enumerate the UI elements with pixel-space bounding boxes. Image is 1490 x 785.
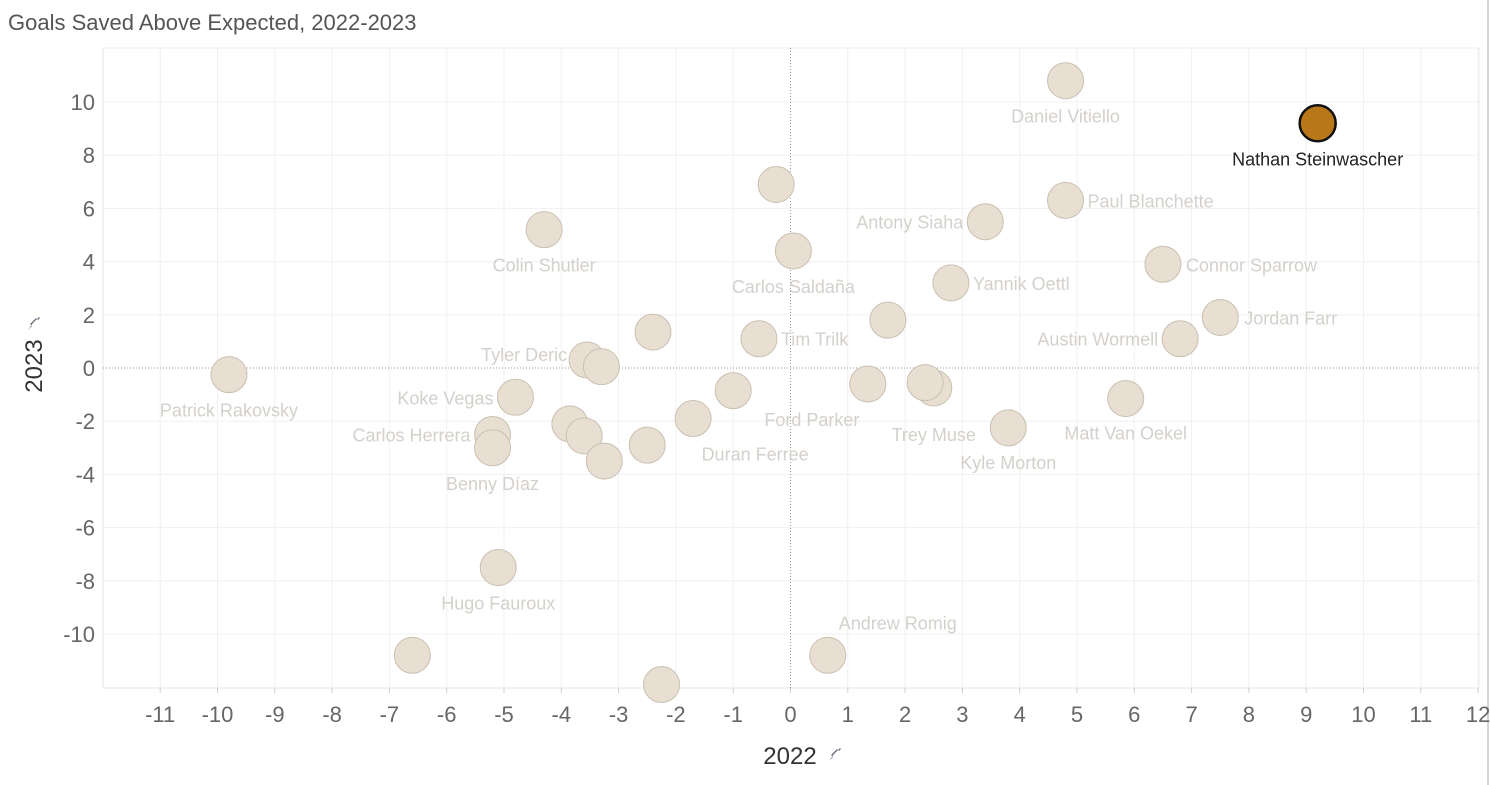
x-tick-label: -6 [437,702,457,727]
point-label-tim-trilk: Tim Trilk [781,330,849,350]
data-point-nathan-steinwascher[interactable] [1298,104,1337,143]
data-point-matt-van-oekel[interactable] [1107,380,1145,418]
data-point-p25[interactable] [869,301,907,339]
x-tick-label: 6 [1128,702,1140,727]
x-tick-label: 3 [956,702,968,727]
y-tick-label: 10 [71,90,95,115]
data-point-patrick-rakovsky[interactable] [210,356,248,394]
point-label-hugo-fauroux: Hugo Fauroux [441,594,555,614]
x-tick-label: -3 [609,702,629,727]
point-label-daniel-vitiello: Daniel Vitiello [1011,107,1120,127]
y-tick-label: -10 [63,622,95,647]
x-tick-label: 8 [1243,702,1255,727]
point-label-antony-siaha: Antony Siaha [856,213,964,233]
data-point-jordan-farr[interactable] [1201,298,1239,336]
data-point-connor-sparrow[interactable] [1144,245,1182,283]
data-point-paul-blanchette[interactable] [1047,181,1085,219]
point-label-connor-sparrow: Connor Sparrow [1186,255,1318,275]
x-tick-label: -9 [265,702,285,727]
point-label-trey-muse: Trey Muse [892,425,976,445]
y-tick-label: -2 [75,409,95,434]
point-label-matt-van-oekel: Matt Van Oekel [1064,424,1187,444]
y-tick-label: 4 [83,250,95,275]
y-tick-label: -6 [75,516,95,541]
point-label-paul-blanchette: Paul Blanchette [1088,191,1214,211]
point-label-kyle-morton: Kyle Morton [960,453,1056,473]
point-label-tyler-deric: Tyler Deric [481,345,567,365]
x-tick-label: -1 [723,702,743,727]
data-point-hugo-fauroux[interactable] [479,549,517,586]
point-label-yannik-oettl: Yannik Oettl [973,274,1070,294]
x-tick-label: 5 [1071,702,1083,727]
x-tick-label: 7 [1185,702,1197,727]
data-point-tim-trilk[interactable] [740,320,778,358]
point-label-andrew-romig: Andrew Romig [839,613,957,633]
point-label-patrick-rakovsky: Patrick Rakovsky [160,401,298,421]
x-tick-label: -8 [322,702,342,727]
x-tick-label: 9 [1300,702,1312,727]
data-point-kyle-morton[interactable] [989,409,1027,447]
x-tick-label: -2 [666,702,686,727]
point-labels: Daniel Vitiello Paul Blanchette Antony Sia… [160,107,1403,634]
data-point-p34[interactable] [393,636,431,674]
y-tick-label: 6 [83,196,95,221]
x-tick-label: -11 [145,702,175,727]
data-point-carlos-saldana[interactable] [774,232,812,270]
data-point-p35[interactable] [643,666,681,704]
x-tick-label: 2 [899,702,911,727]
point-label-koke-vegas: Koke Vegas [397,388,493,408]
point-label-nathan-steinwascher: Nathan Steinwascher [1232,149,1403,169]
data-point-p27[interactable] [582,348,620,386]
chart-title: Goals Saved Above Expected, 2022-2023 [8,10,417,35]
x-tick-label: -7 [380,702,400,727]
point-label-carlos-saldana: Carlos Saldaña [732,277,856,297]
data-point-p32[interactable] [628,426,666,464]
point-label-benny-diaz: Benny Díaz [446,474,539,494]
x-tick-label: 0 [784,702,796,727]
y-axis-pin-icon[interactable] [28,317,40,330]
data-point-p26[interactable] [634,313,672,351]
data-point-p28[interactable] [714,372,752,410]
y-tick-label: -4 [75,462,95,487]
tick-labels: -11 -10 -9 -8 -7 -6 -5 -4 -3 -2 -1 0 1 2 3 4 5 6 7 8 9 10 11 12… [63,90,1490,727]
data-point-p24[interactable] [757,165,795,203]
point-label-austin-wormell: Austin Wormell [1037,330,1158,350]
y-tick-label: 8 [83,143,95,168]
data-point-colin-shutler[interactable] [525,211,563,249]
point-label-jordan-farr: Jordan Farr [1244,308,1337,328]
axes [102,0,1489,785]
x-tick-label: -5 [494,702,514,727]
data-point-duran-ferree[interactable] [674,400,712,438]
data-points [210,62,1337,704]
data-point-austin-wormell[interactable] [1161,320,1199,358]
data-point-p29[interactable] [906,364,944,402]
data-point-yannik-oettl[interactable] [932,264,970,302]
x-tick-label: 1 [842,702,854,727]
point-label-ford-parker: Ford Parker [764,410,859,430]
y-tick-label: 0 [83,356,95,381]
data-point-daniel-vitiello[interactable] [1047,62,1085,100]
data-point-p33[interactable] [585,442,623,480]
data-point-p31[interactable] [565,417,603,455]
y-tick-label: -8 [75,569,95,594]
x-tick-label: 12 [1466,702,1490,727]
x-tick-label: 4 [1014,702,1026,727]
y-tick-label: 2 [83,303,95,328]
point-label-carlos-herrera: Carlos Herrera [353,426,472,446]
data-point-benny-diaz[interactable] [474,429,512,467]
x-tick-label: -4 [552,702,572,727]
data-point-antony-siaha[interactable] [966,203,1004,241]
data-point-koke-vegas[interactable] [496,378,534,416]
y-axis-title[interactable]: 2023 [21,339,48,392]
data-point-ford-parker[interactable] [849,365,887,403]
x-axis-pin-icon[interactable] [829,748,841,761]
point-label-colin-shutler: Colin Shutler [493,256,596,276]
data-point-andrew-romig[interactable] [809,636,847,674]
x-axis-title[interactable]: 2022 [763,743,816,770]
x-tick-label: -10 [202,702,234,727]
point-label-duran-ferree: Duran Ferree [702,445,809,465]
x-tick-label: 11 [1409,702,1432,727]
x-tick-label: 10 [1351,702,1375,727]
